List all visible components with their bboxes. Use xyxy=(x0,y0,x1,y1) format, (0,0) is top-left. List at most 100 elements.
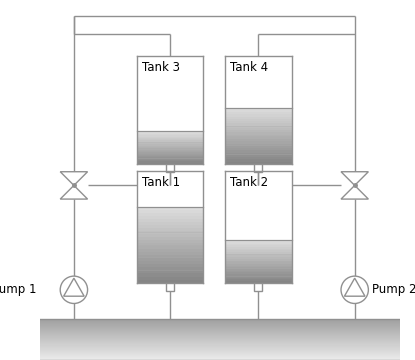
Bar xyxy=(137,147,203,148)
Bar xyxy=(137,225,203,228)
Bar xyxy=(225,110,292,112)
Bar xyxy=(225,278,292,279)
Bar xyxy=(137,267,203,270)
Bar xyxy=(225,250,292,252)
Bar xyxy=(40,346,400,347)
Bar xyxy=(137,134,203,135)
Bar xyxy=(40,319,400,320)
Bar xyxy=(225,259,292,261)
Bar xyxy=(40,333,400,334)
Bar xyxy=(40,359,400,360)
Bar xyxy=(40,323,400,324)
Bar xyxy=(166,164,174,172)
Polygon shape xyxy=(341,185,369,199)
Bar xyxy=(137,216,203,219)
Bar xyxy=(137,234,203,237)
Bar xyxy=(225,157,292,159)
Bar xyxy=(225,254,292,256)
Bar xyxy=(40,330,400,331)
Bar xyxy=(137,274,203,276)
Bar xyxy=(137,139,203,140)
Bar xyxy=(40,328,400,329)
Bar xyxy=(137,151,203,152)
Bar xyxy=(254,283,262,291)
Bar xyxy=(137,207,203,210)
Bar xyxy=(40,345,400,346)
Bar xyxy=(225,162,292,164)
Bar xyxy=(225,148,292,150)
Bar xyxy=(225,128,292,130)
Text: Tank 2: Tank 2 xyxy=(230,176,269,189)
Bar xyxy=(40,351,400,352)
Bar xyxy=(225,139,292,141)
Bar xyxy=(137,142,203,143)
Bar xyxy=(137,138,203,139)
Bar xyxy=(40,342,400,343)
Text: Tank 3: Tank 3 xyxy=(142,61,180,74)
Bar xyxy=(225,273,292,274)
Bar xyxy=(40,341,400,342)
Bar xyxy=(225,252,292,254)
Bar xyxy=(40,332,400,333)
Bar xyxy=(137,249,203,252)
Bar xyxy=(225,240,292,242)
Bar xyxy=(40,343,400,345)
Bar xyxy=(137,140,203,142)
Bar xyxy=(137,161,203,162)
Bar xyxy=(225,150,292,153)
Bar xyxy=(40,325,400,326)
Bar xyxy=(225,114,292,117)
Bar xyxy=(225,130,292,132)
Bar xyxy=(137,155,203,156)
Bar xyxy=(40,339,400,340)
Bar xyxy=(40,337,400,338)
Bar xyxy=(225,261,292,262)
Text: Pump 2: Pump 2 xyxy=(371,283,415,296)
Bar xyxy=(137,222,203,225)
Bar xyxy=(137,133,203,134)
Text: Tank 4: Tank 4 xyxy=(230,61,269,74)
Bar xyxy=(40,356,400,357)
Bar xyxy=(40,336,400,337)
Bar xyxy=(225,159,292,162)
Bar xyxy=(137,143,203,144)
Bar xyxy=(40,354,400,355)
Bar xyxy=(225,153,292,155)
Bar xyxy=(40,338,400,339)
Bar xyxy=(137,153,203,155)
Bar xyxy=(225,257,292,259)
Bar xyxy=(40,357,400,358)
Bar xyxy=(225,276,292,278)
Bar xyxy=(225,108,292,110)
Bar xyxy=(137,255,203,258)
Bar xyxy=(137,228,203,231)
Bar xyxy=(225,155,292,157)
Bar xyxy=(225,132,292,135)
Bar xyxy=(137,264,203,267)
Bar xyxy=(225,123,292,126)
Bar xyxy=(40,353,400,354)
Bar xyxy=(137,252,203,255)
Bar xyxy=(225,117,292,119)
Bar xyxy=(137,237,203,240)
Bar xyxy=(225,264,292,266)
Bar xyxy=(225,247,292,249)
Bar xyxy=(137,270,203,274)
Bar xyxy=(225,244,292,245)
Bar xyxy=(137,243,203,246)
Bar xyxy=(225,242,292,244)
Bar xyxy=(137,246,203,249)
Bar xyxy=(137,148,203,149)
Bar xyxy=(137,213,203,216)
Bar xyxy=(225,135,292,137)
Bar xyxy=(40,322,400,323)
Bar xyxy=(40,324,400,325)
Bar xyxy=(40,329,400,330)
Bar xyxy=(137,159,203,160)
Bar xyxy=(225,245,292,247)
Bar xyxy=(166,283,174,291)
Bar xyxy=(137,258,203,261)
Bar xyxy=(225,266,292,267)
Bar xyxy=(137,149,203,151)
Bar xyxy=(225,249,292,250)
